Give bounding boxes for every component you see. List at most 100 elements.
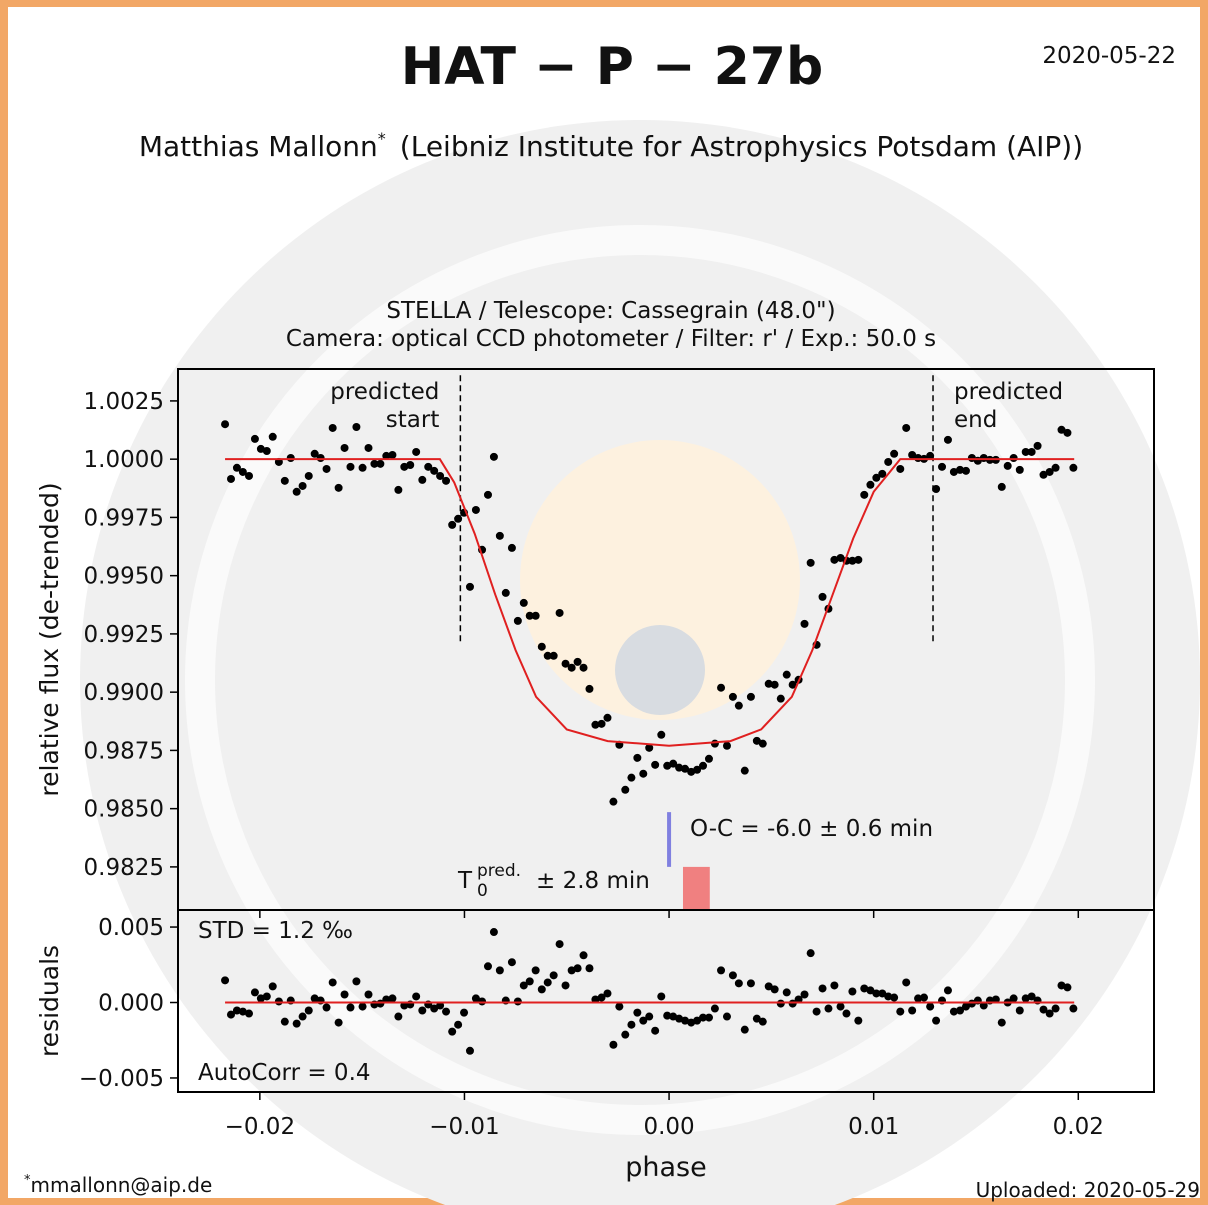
footnote: *mmallonn@aip.de	[24, 1173, 212, 1197]
chart-title: STELLA / Telescope: Cassegrain (48.0")	[386, 298, 835, 324]
data-point	[944, 436, 952, 444]
author-mark: *	[378, 129, 386, 148]
upload-date: Uploaded: 2020-05-29	[976, 1178, 1200, 1202]
data-point	[466, 1047, 474, 1055]
data-point	[807, 559, 815, 567]
data-point	[908, 1007, 916, 1015]
data-point	[221, 420, 229, 428]
data-point	[496, 966, 504, 974]
data-point	[807, 949, 815, 957]
data-point	[305, 1007, 313, 1015]
data-point	[1028, 448, 1036, 456]
page: {"header":{"title":"HAT − P − 27b","date…	[0, 0, 1208, 1205]
data-point	[388, 451, 396, 459]
data-point	[305, 472, 313, 480]
data-point	[819, 593, 827, 601]
data-point	[651, 1027, 659, 1035]
data-point	[932, 485, 940, 493]
data-point	[771, 681, 779, 689]
data-point	[472, 506, 480, 514]
predicted-label: predicted	[954, 379, 1063, 405]
data-point	[364, 444, 372, 452]
data-point	[550, 652, 558, 660]
t0-sub: 0	[477, 881, 488, 901]
data-point	[813, 1008, 821, 1016]
data-point	[520, 599, 528, 607]
page-title: HAT − P − 27b	[401, 37, 823, 97]
data-point	[627, 774, 635, 782]
t0-pred-band	[683, 867, 710, 910]
data-point	[514, 617, 522, 625]
data-point	[651, 761, 659, 769]
data-point	[627, 1021, 635, 1029]
data-point	[603, 714, 611, 722]
data-point	[245, 472, 253, 480]
date: 2020-05-22	[1042, 43, 1176, 69]
data-point	[699, 762, 707, 770]
data-point	[830, 981, 838, 989]
data-point	[735, 979, 743, 987]
data-point	[711, 1005, 719, 1013]
data-point	[735, 702, 743, 710]
data-point	[783, 671, 791, 679]
data-point	[329, 978, 337, 986]
data-point	[299, 1013, 307, 1021]
data-point	[514, 997, 522, 1005]
data-point	[1069, 464, 1077, 472]
t0-sup: pred.	[477, 861, 521, 881]
std-label: STD = 1.2 ‰	[198, 918, 353, 944]
data-point	[269, 982, 277, 990]
data-point	[323, 465, 331, 473]
data-point	[502, 589, 510, 597]
data-point	[801, 620, 809, 628]
affiliation: (Leibniz Institute for Astrophysics Pots…	[400, 130, 1083, 163]
data-point	[454, 1021, 462, 1029]
data-point	[466, 583, 474, 591]
y-tick-label: 0.9825	[84, 855, 164, 881]
data-point	[609, 1041, 617, 1049]
data-point	[747, 979, 755, 987]
data-point	[299, 482, 307, 490]
data-point	[938, 463, 946, 471]
data-point	[1016, 466, 1024, 474]
data-point	[854, 1017, 862, 1025]
x-tick-label: 0.01	[848, 1114, 899, 1140]
data-point	[621, 786, 629, 794]
data-point	[412, 992, 420, 1000]
data-point	[484, 491, 492, 499]
data-point	[448, 521, 456, 529]
data-point	[633, 1009, 641, 1017]
data-point	[496, 532, 504, 540]
data-point	[478, 997, 486, 1005]
data-point	[227, 475, 235, 483]
data-point	[1069, 1005, 1077, 1013]
data-point	[538, 985, 546, 993]
data-point	[585, 685, 593, 693]
data-point	[335, 1019, 343, 1027]
data-point	[556, 609, 564, 617]
data-point	[275, 997, 283, 1005]
data-point	[442, 1008, 450, 1016]
data-point	[801, 991, 809, 999]
data-point	[335, 484, 343, 492]
y-tick-label: 1.0025	[84, 389, 164, 415]
data-point	[508, 958, 516, 966]
predicted-label: end	[954, 407, 997, 433]
data-point	[263, 992, 271, 1000]
data-point	[902, 978, 910, 986]
data-point	[854, 556, 862, 564]
data-point	[848, 987, 856, 995]
data-point	[359, 1003, 367, 1011]
logo-planet	[615, 625, 705, 715]
data-point	[1034, 442, 1042, 450]
data-point	[645, 1013, 653, 1021]
data-point	[281, 477, 289, 485]
data-point	[329, 424, 337, 432]
data-point	[860, 491, 868, 499]
data-point	[394, 486, 402, 494]
data-point	[287, 454, 295, 462]
data-point	[532, 612, 540, 620]
data-point	[490, 928, 498, 936]
data-point	[890, 450, 898, 458]
data-point	[251, 988, 259, 996]
